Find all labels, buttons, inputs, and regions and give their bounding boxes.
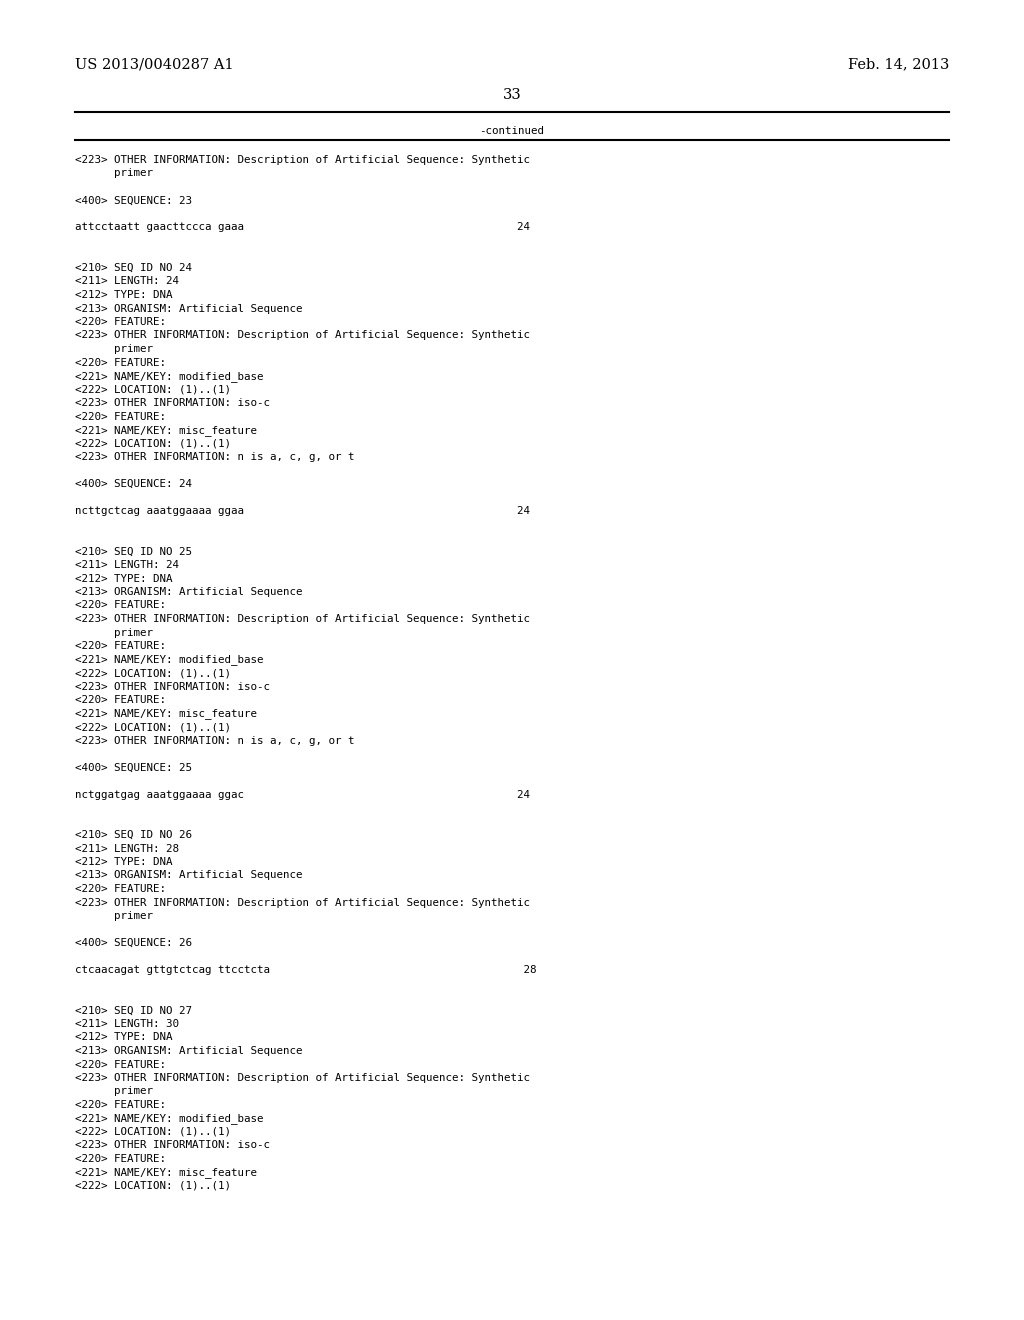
Text: <220> FEATURE:: <220> FEATURE:: [75, 412, 166, 421]
Text: <211> LENGTH: 30: <211> LENGTH: 30: [75, 1019, 179, 1030]
Text: <212> TYPE: DNA: <212> TYPE: DNA: [75, 857, 172, 867]
Text: attcctaatt gaacttccca gaaa                                          24: attcctaatt gaacttccca gaaa 24: [75, 223, 530, 232]
Text: <212> TYPE: DNA: <212> TYPE: DNA: [75, 573, 172, 583]
Text: <222> LOCATION: (1)..(1): <222> LOCATION: (1)..(1): [75, 722, 231, 733]
Text: <220> FEATURE:: <220> FEATURE:: [75, 884, 166, 894]
Text: primer: primer: [75, 627, 153, 638]
Text: primer: primer: [75, 1086, 153, 1097]
Text: <223> OTHER INFORMATION: n is a, c, g, or t: <223> OTHER INFORMATION: n is a, c, g, o…: [75, 735, 354, 746]
Text: <220> FEATURE:: <220> FEATURE:: [75, 1100, 166, 1110]
Text: <222> LOCATION: (1)..(1): <222> LOCATION: (1)..(1): [75, 384, 231, 395]
Text: <400> SEQUENCE: 26: <400> SEQUENCE: 26: [75, 939, 193, 948]
Text: Feb. 14, 2013: Feb. 14, 2013: [848, 57, 949, 71]
Text: <213> ORGANISM: Artificial Sequence: <213> ORGANISM: Artificial Sequence: [75, 1045, 302, 1056]
Text: <211> LENGTH: 24: <211> LENGTH: 24: [75, 276, 179, 286]
Text: <220> FEATURE:: <220> FEATURE:: [75, 358, 166, 367]
Text: <213> ORGANISM: Artificial Sequence: <213> ORGANISM: Artificial Sequence: [75, 304, 302, 314]
Text: 33: 33: [503, 88, 521, 102]
Text: <211> LENGTH: 28: <211> LENGTH: 28: [75, 843, 179, 854]
Text: <223> OTHER INFORMATION: n is a, c, g, or t: <223> OTHER INFORMATION: n is a, c, g, o…: [75, 451, 354, 462]
Text: <221> NAME/KEY: modified_base: <221> NAME/KEY: modified_base: [75, 371, 263, 381]
Text: <221> NAME/KEY: modified_base: <221> NAME/KEY: modified_base: [75, 655, 263, 665]
Text: <400> SEQUENCE: 23: <400> SEQUENCE: 23: [75, 195, 193, 206]
Text: <210> SEQ ID NO 27: <210> SEQ ID NO 27: [75, 1006, 193, 1015]
Text: ncttgctcag aaatggaaaa ggaa                                          24: ncttgctcag aaatggaaaa ggaa 24: [75, 506, 530, 516]
Text: <213> ORGANISM: Artificial Sequence: <213> ORGANISM: Artificial Sequence: [75, 870, 302, 880]
Text: <223> OTHER INFORMATION: Description of Artificial Sequence: Synthetic: <223> OTHER INFORMATION: Description of …: [75, 898, 530, 908]
Text: <212> TYPE: DNA: <212> TYPE: DNA: [75, 1032, 172, 1043]
Text: <223> OTHER INFORMATION: Description of Artificial Sequence: Synthetic: <223> OTHER INFORMATION: Description of …: [75, 614, 530, 624]
Text: nctggatgag aaatggaaaa ggac                                          24: nctggatgag aaatggaaaa ggac 24: [75, 789, 530, 800]
Text: <222> LOCATION: (1)..(1): <222> LOCATION: (1)..(1): [75, 1127, 231, 1137]
Text: ctcaacagat gttgtctcag ttcctcta                                       28: ctcaacagat gttgtctcag ttcctcta 28: [75, 965, 537, 975]
Text: <223> OTHER INFORMATION: iso-c: <223> OTHER INFORMATION: iso-c: [75, 399, 270, 408]
Text: <213> ORGANISM: Artificial Sequence: <213> ORGANISM: Artificial Sequence: [75, 587, 302, 597]
Text: <223> OTHER INFORMATION: Description of Artificial Sequence: Synthetic: <223> OTHER INFORMATION: Description of …: [75, 330, 530, 341]
Text: <210> SEQ ID NO 26: <210> SEQ ID NO 26: [75, 830, 193, 840]
Text: <223> OTHER INFORMATION: iso-c: <223> OTHER INFORMATION: iso-c: [75, 681, 270, 692]
Text: US 2013/0040287 A1: US 2013/0040287 A1: [75, 57, 233, 71]
Text: <212> TYPE: DNA: <212> TYPE: DNA: [75, 290, 172, 300]
Text: <220> FEATURE:: <220> FEATURE:: [75, 642, 166, 651]
Text: <223> OTHER INFORMATION: iso-c: <223> OTHER INFORMATION: iso-c: [75, 1140, 270, 1151]
Text: <400> SEQUENCE: 24: <400> SEQUENCE: 24: [75, 479, 193, 488]
Text: primer: primer: [75, 345, 153, 354]
Text: <400> SEQUENCE: 25: <400> SEQUENCE: 25: [75, 763, 193, 772]
Text: primer: primer: [75, 169, 153, 178]
Text: <220> FEATURE:: <220> FEATURE:: [75, 1060, 166, 1069]
Text: <211> LENGTH: 24: <211> LENGTH: 24: [75, 560, 179, 570]
Text: <221> NAME/KEY: misc_feature: <221> NAME/KEY: misc_feature: [75, 425, 257, 436]
Text: <210> SEQ ID NO 24: <210> SEQ ID NO 24: [75, 263, 193, 273]
Text: <222> LOCATION: (1)..(1): <222> LOCATION: (1)..(1): [75, 1181, 231, 1191]
Text: <222> LOCATION: (1)..(1): <222> LOCATION: (1)..(1): [75, 438, 231, 449]
Text: <210> SEQ ID NO 25: <210> SEQ ID NO 25: [75, 546, 193, 557]
Text: primer: primer: [75, 911, 153, 921]
Text: <220> FEATURE:: <220> FEATURE:: [75, 696, 166, 705]
Text: <223> OTHER INFORMATION: Description of Artificial Sequence: Synthetic: <223> OTHER INFORMATION: Description of …: [75, 1073, 530, 1082]
Text: -continued: -continued: [479, 125, 545, 136]
Text: <222> LOCATION: (1)..(1): <222> LOCATION: (1)..(1): [75, 668, 231, 678]
Text: <223> OTHER INFORMATION: Description of Artificial Sequence: Synthetic: <223> OTHER INFORMATION: Description of …: [75, 154, 530, 165]
Text: <220> FEATURE:: <220> FEATURE:: [75, 1154, 166, 1164]
Text: <221> NAME/KEY: modified_base: <221> NAME/KEY: modified_base: [75, 1114, 263, 1125]
Text: <220> FEATURE:: <220> FEATURE:: [75, 601, 166, 610]
Text: <220> FEATURE:: <220> FEATURE:: [75, 317, 166, 327]
Text: <221> NAME/KEY: misc_feature: <221> NAME/KEY: misc_feature: [75, 1167, 257, 1179]
Text: <221> NAME/KEY: misc_feature: <221> NAME/KEY: misc_feature: [75, 709, 257, 719]
